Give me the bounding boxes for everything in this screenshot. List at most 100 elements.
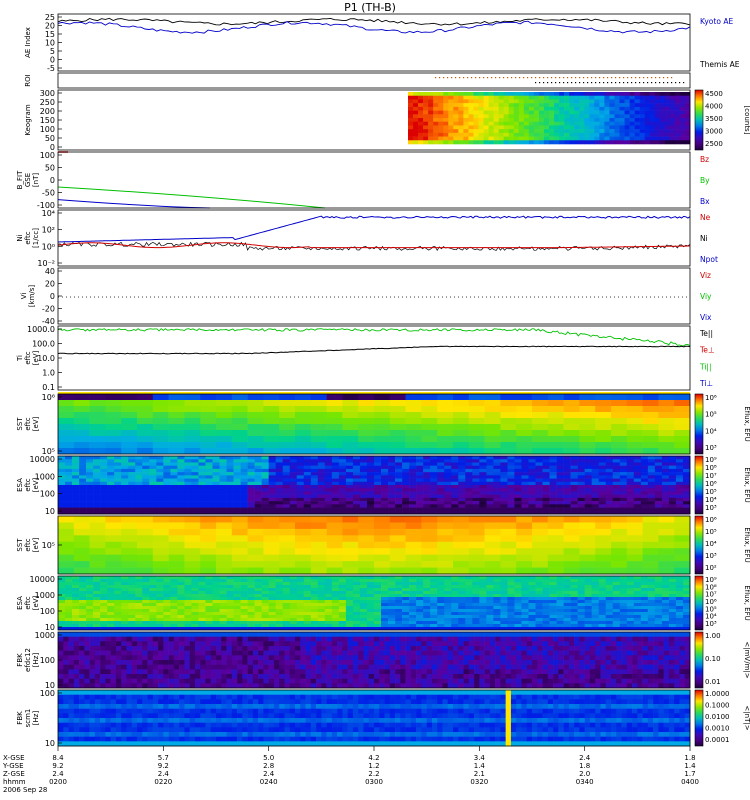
spectrogram-cell [100, 481, 108, 486]
spectrogram-cell [261, 582, 269, 586]
spectrogram-cell [556, 510, 564, 515]
spectrogram-cell [595, 418, 612, 425]
spectrogram-cell [465, 612, 473, 616]
spectrogram-cell [416, 603, 424, 607]
keogram-cell [443, 92, 449, 97]
spectrogram-cell [142, 501, 150, 505]
spectrogram-cell [65, 504, 73, 508]
keogram-cell [453, 95, 459, 100]
spectrogram-cell [633, 612, 642, 616]
spectrogram-cell [289, 465, 298, 470]
spectrogram-cell [437, 594, 445, 598]
spectrogram-cell [142, 456, 150, 460]
spectrogram-cell [261, 600, 269, 604]
keogram-cell [584, 118, 590, 123]
spectrogram-cell [532, 406, 549, 413]
spectrogram-cell [177, 606, 185, 610]
spectrogram-cell [605, 594, 614, 598]
spectrogram-cell [58, 497, 66, 502]
spectrogram-cell [184, 507, 192, 512]
spectrogram-cell [577, 618, 585, 622]
keogram-cell [468, 106, 474, 111]
spectrogram-cell [532, 516, 549, 523]
spectrogram-cell [591, 624, 600, 628]
spectrogram-cell [289, 501, 298, 505]
spectrogram-cell [128, 510, 136, 515]
spectrogram-cell [93, 501, 101, 505]
spectrogram-cell [675, 456, 684, 460]
roi-mark [507, 77, 509, 79]
spectrogram-cell [310, 597, 319, 601]
spectrogram-cell [263, 394, 280, 401]
spectrogram-cell [409, 491, 417, 495]
spectrogram-cell [521, 456, 529, 460]
keogram-cell [639, 103, 645, 108]
spectrogram-cell [451, 627, 459, 631]
spectrogram-cell [170, 591, 178, 595]
spectrogram-cell [535, 504, 543, 508]
spectrogram-cell [231, 412, 248, 419]
spectrogram-cell [100, 591, 108, 595]
spectrogram-cell [317, 624, 326, 628]
spectrogram-cell [135, 501, 143, 505]
spectrogram-cell [535, 585, 543, 589]
spectrogram-cell [647, 462, 656, 466]
spectrogram-cell [535, 507, 543, 512]
keogram-cell [549, 103, 555, 108]
spectrogram-cell [114, 594, 122, 598]
spectrogram-cell [279, 442, 296, 449]
keogram-cell [549, 118, 555, 123]
spectrogram-cell [521, 597, 529, 601]
spectrogram-cell [79, 594, 87, 598]
ae-ytick-label: -5 [47, 64, 55, 73]
spectrogram-cell [532, 541, 549, 549]
spectrogram-cell [535, 456, 543, 460]
keogram-cell [579, 132, 585, 137]
spectrogram-cell [468, 430, 485, 437]
spectrogram-cell [640, 475, 649, 479]
spectrogram-cell [191, 609, 199, 613]
spectrogram-cell [584, 507, 592, 512]
spectrogram-cell [423, 585, 431, 589]
spectrogram-cell [121, 488, 129, 492]
spectrogram-cell [86, 481, 94, 486]
spectrogram-cell [342, 424, 359, 431]
keogram-cell [634, 132, 640, 137]
spectrogram-cell [612, 497, 621, 502]
spectrogram-cell [674, 567, 691, 575]
spectrogram-cell [107, 588, 115, 592]
spectrogram-cell [468, 436, 485, 443]
spectrogram-cell [500, 576, 508, 580]
spectrogram-cell [114, 597, 122, 601]
spectrogram-cell [58, 507, 66, 512]
keogram-cell [659, 121, 666, 126]
spectrogram-cell [358, 567, 375, 575]
keogram-cell [438, 118, 444, 123]
spectrogram-cell [231, 528, 248, 536]
spectrogram-cell [563, 627, 571, 631]
spectrogram-cell [198, 488, 206, 492]
spectrogram-cell [595, 535, 612, 543]
spectrogram-cell [507, 488, 515, 492]
keogram-cell [508, 95, 515, 100]
spectrogram-cell [605, 507, 614, 512]
spectrogram-cell [409, 618, 417, 622]
spectrogram-cell [149, 481, 157, 486]
spectrogram-cell [465, 510, 473, 515]
spectrogram-cell [366, 576, 375, 580]
spectrogram-cell [268, 468, 276, 473]
spectrogram-cell [212, 475, 220, 479]
spectrogram-cell [591, 491, 600, 495]
spectrogram-cell [591, 606, 600, 610]
spectrogram-cell [324, 603, 333, 607]
keogram-cell [594, 99, 600, 104]
keogram-cell [629, 121, 635, 126]
spectrogram-cell [535, 510, 543, 515]
spectrogram-cell [345, 488, 354, 492]
spectrogram-cell [177, 478, 185, 483]
spectrogram-cell [640, 459, 649, 463]
spectrogram-cell [521, 475, 529, 479]
spectrogram-cell [296, 462, 305, 466]
keogram-cell [413, 121, 419, 126]
